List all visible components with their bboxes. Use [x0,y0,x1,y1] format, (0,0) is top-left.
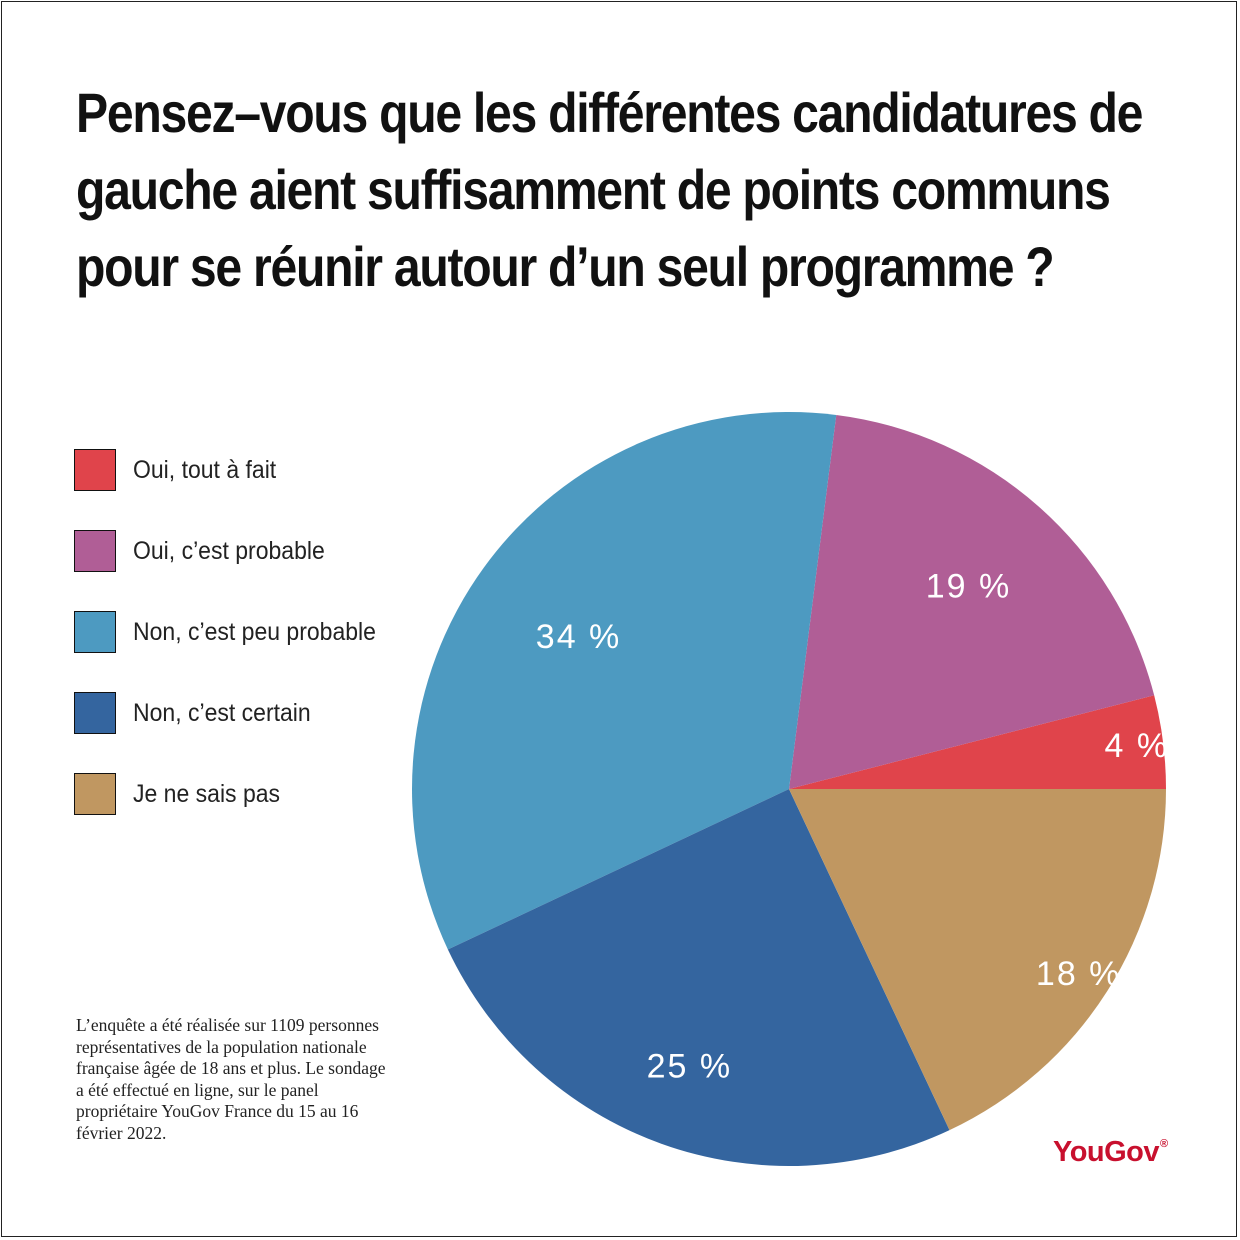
legend-swatch [74,692,116,734]
survey-note: L’enquête a été réalisée sur 1109 person… [76,1015,386,1143]
slice-label: 34 % [536,618,622,656]
logo-text: YouGov [1053,1136,1160,1168]
yougov-logo: YouGov® [1053,1136,1168,1169]
legend-item: Non, c’est certain [74,691,434,735]
legend-swatch [74,773,116,815]
pie-slice [789,414,1155,789]
registered-mark: ® [1160,1138,1168,1150]
legend-swatch [74,530,116,572]
legend: Oui, tout à fait Oui, c’est probable Non… [74,448,434,853]
legend-label: Non, c’est peu probable [133,617,376,646]
chart-title: Pensez–vous que les différentes candidat… [76,81,1143,298]
slice-label: 19 % [926,567,1012,605]
legend-item: Je ne sais pas [74,772,434,816]
slice-label: 18 % [1036,955,1122,993]
pie-slice [789,789,1166,1131]
legend-item: Oui, tout à fait [74,448,434,492]
legend-label: Je ne sais pas [133,779,281,808]
legend-swatch [74,611,116,653]
pie-slice [789,695,1166,789]
pie-slice [447,789,950,1166]
slice-label: 25 % [647,1048,733,1086]
legend-item: Non, c’est peu probable [74,610,434,654]
legend-label: Oui, c’est probable [133,536,325,565]
legend-swatch [74,449,116,491]
pie-slice [411,412,837,950]
legend-label: Oui, tout à fait [133,455,277,484]
slice-label: 4 % [1105,727,1170,765]
legend-item: Oui, c’est probable [74,529,434,573]
legend-label: Non, c’est certain [133,698,311,727]
